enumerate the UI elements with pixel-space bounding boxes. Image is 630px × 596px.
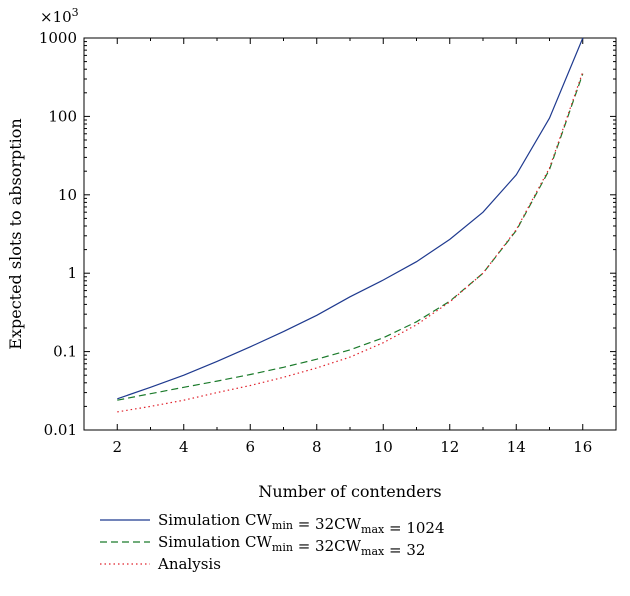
x-tick-label: 14	[507, 438, 526, 456]
y-axis-multiplier: ×103	[40, 6, 79, 26]
y-axis-ticks: 0.01 0.1 1 10 100 1000	[39, 29, 616, 439]
x-tick-label: 10	[374, 438, 393, 456]
y-tick-label: 1000	[39, 29, 77, 47]
y-tick-label: 0.01	[44, 421, 77, 439]
x-tick-label: 2	[112, 438, 122, 456]
series-line-3	[117, 71, 584, 413]
x-axis-ticks: 2 4 6 8 10 12 14 16	[83, 38, 617, 456]
x-tick-label: 4	[179, 438, 189, 456]
y-tick-label: 10	[58, 186, 77, 204]
x-axis-title: Number of contenders	[258, 482, 441, 501]
series-layer	[117, 37, 584, 413]
x-tick-label: 16	[573, 438, 592, 456]
plot-area-frame	[83, 37, 617, 431]
y-tick-label: 0.1	[53, 343, 77, 361]
y-tick-label: 100	[48, 107, 77, 125]
series-line-1	[117, 37, 584, 400]
y-tick-label: 1	[67, 264, 77, 282]
series-line-2	[117, 73, 584, 401]
legend: Simulation CWmin = 32CWmax = 1024Simulat…	[100, 511, 445, 573]
x-tick-label: 6	[245, 438, 255, 456]
legend-label-2: Simulation CWmin = 32CWmax = 32	[158, 533, 425, 559]
legend-label-1: Simulation CWmin = 32CWmax = 1024	[158, 511, 445, 537]
legend-label-3: Analysis	[157, 555, 221, 573]
y-axis-title: Expected slots to absorption	[6, 118, 25, 349]
x-tick-label: 8	[312, 438, 322, 456]
x-tick-label: 12	[440, 438, 459, 456]
